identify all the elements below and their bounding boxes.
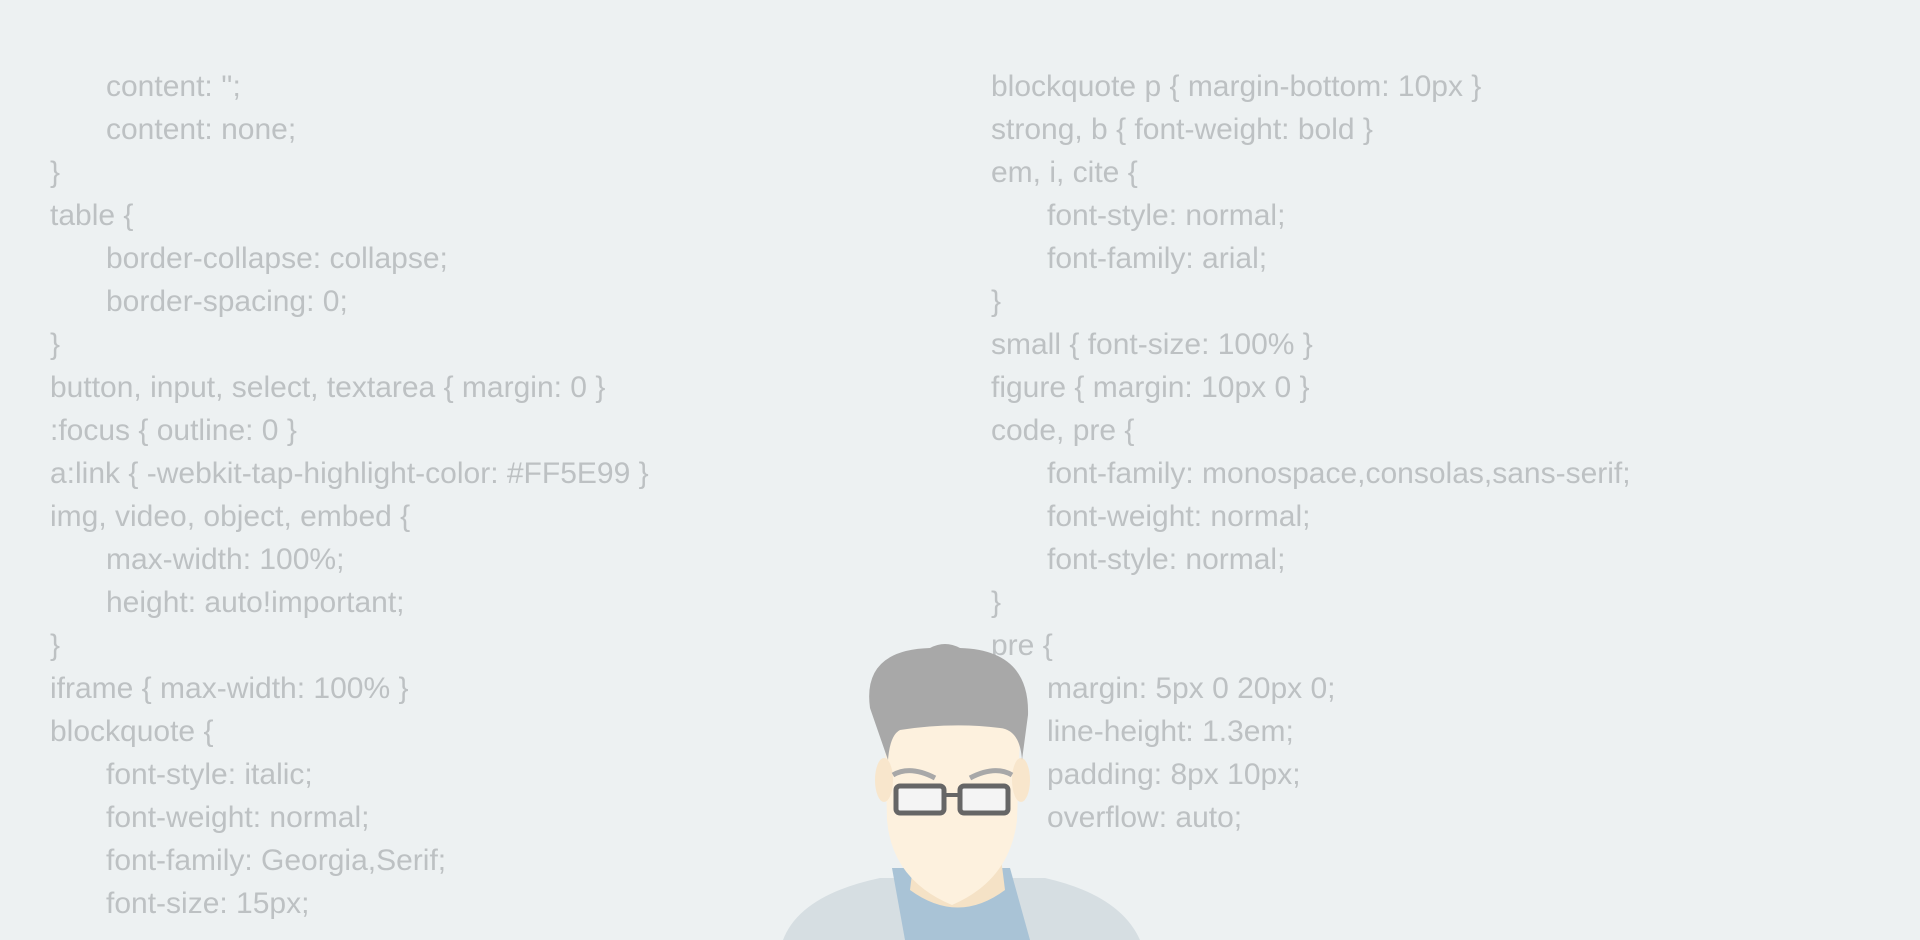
code-line: iframe { max-width: 100% } [50,672,409,705]
code-line: border-collapse: collapse; [106,242,448,275]
code-line: em, i, cite { [991,156,1138,189]
code-line: blockquote { [50,715,214,748]
code-line: } [991,586,1002,619]
code-line: font-family: monospace,consolas,sans-ser… [1047,457,1631,490]
code-line: content: none; [106,113,297,146]
code-line: figure { margin: 10px 0 } [991,371,1310,404]
code-line: height: auto!important; [106,586,405,619]
code-line: margin: 5px 0 20px 0; [1047,672,1336,705]
code-line: font-style: italic; [106,758,313,791]
code-line: font-style: normal; [1047,199,1286,232]
code-line: strong, b { font-weight: bold } [991,113,1373,146]
code-line: font-weight: normal; [106,801,370,834]
code-line: table { [50,199,134,232]
code-line: font-family: arial; [1047,242,1268,275]
code-line: max-width: 100%; [106,543,345,576]
code-line: button, input, select, textarea { margin… [50,371,606,404]
code-line: :focus { outline: 0 } [50,414,297,447]
code-line: padding: 8px 10px; [1047,758,1301,791]
code-line: small { font-size: 100% } [991,328,1313,361]
code-line: line-height: 1.3em; [1047,715,1294,748]
code-line: font-family: Georgia,Serif; [106,844,447,877]
code-line: a:link { -webkit-tap-highlight-color: #F… [50,457,649,490]
code-line: font-size: 15px; [106,887,310,920]
code-line: } [50,156,61,189]
code-line: overflow: auto; [1047,801,1243,834]
code-line: font-style: normal; [1047,543,1286,576]
code-line: border-spacing: 0; [106,285,348,318]
code-line: pre { [991,629,1053,662]
code-line: } [50,328,61,361]
code-line: } [991,285,1002,318]
code-line: } [50,629,61,662]
code-line: content: ''; [106,70,241,103]
code-line: img, video, object, embed { [50,500,411,533]
code-line: blockquote p { margin-bottom: 10px } [991,70,1482,103]
code-line: font-weight: normal; [1047,500,1311,533]
code-line: code, pre { [991,414,1135,447]
